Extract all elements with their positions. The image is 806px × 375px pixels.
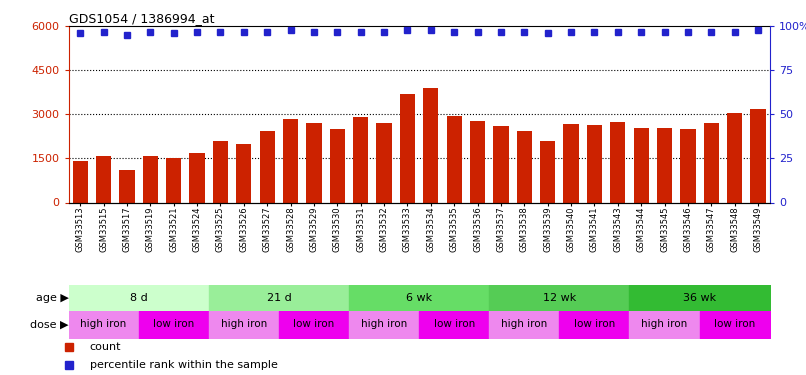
- Text: high iron: high iron: [221, 320, 267, 329]
- Text: low iron: low iron: [574, 320, 615, 329]
- Bar: [610, 122, 625, 202]
- Bar: [189, 153, 205, 203]
- Bar: [213, 141, 228, 202]
- Bar: [330, 129, 345, 203]
- Text: age ▶: age ▶: [35, 293, 69, 303]
- Bar: [143, 156, 158, 203]
- Bar: [166, 158, 181, 203]
- Text: 12 wk: 12 wk: [542, 293, 576, 303]
- Bar: [306, 123, 322, 202]
- Text: 36 wk: 36 wk: [683, 293, 717, 303]
- Text: high iron: high iron: [81, 320, 127, 329]
- Text: low iron: low iron: [714, 320, 755, 329]
- Text: low iron: low iron: [293, 320, 334, 329]
- Bar: [587, 124, 602, 202]
- Text: dose ▶: dose ▶: [30, 320, 69, 329]
- Text: 6 wk: 6 wk: [406, 293, 432, 303]
- Bar: [400, 94, 415, 202]
- Bar: [750, 108, 766, 202]
- Bar: [73, 161, 88, 202]
- Bar: [493, 126, 509, 202]
- Bar: [447, 116, 462, 202]
- Text: 21 d: 21 d: [267, 293, 291, 303]
- Bar: [423, 88, 438, 202]
- Text: low iron: low iron: [153, 320, 194, 329]
- Bar: [283, 119, 298, 202]
- Text: low iron: low iron: [434, 320, 475, 329]
- Bar: [353, 117, 368, 202]
- Text: high iron: high iron: [501, 320, 547, 329]
- Bar: [96, 156, 111, 203]
- Bar: [260, 130, 275, 203]
- Text: percentile rank within the sample: percentile rank within the sample: [89, 360, 277, 369]
- Bar: [727, 113, 742, 202]
- Bar: [517, 130, 532, 203]
- Bar: [634, 128, 649, 202]
- Text: GDS1054 / 1386994_at: GDS1054 / 1386994_at: [69, 12, 214, 25]
- Text: count: count: [89, 342, 121, 351]
- Bar: [563, 124, 579, 202]
- Text: high iron: high iron: [642, 320, 688, 329]
- Bar: [540, 141, 555, 202]
- Bar: [119, 170, 135, 202]
- Bar: [657, 128, 672, 202]
- Bar: [236, 144, 251, 202]
- Bar: [376, 123, 392, 202]
- Bar: [680, 129, 696, 203]
- Text: 8 d: 8 d: [130, 293, 147, 303]
- Text: high iron: high iron: [361, 320, 407, 329]
- Bar: [470, 121, 485, 202]
- Bar: [704, 123, 719, 202]
